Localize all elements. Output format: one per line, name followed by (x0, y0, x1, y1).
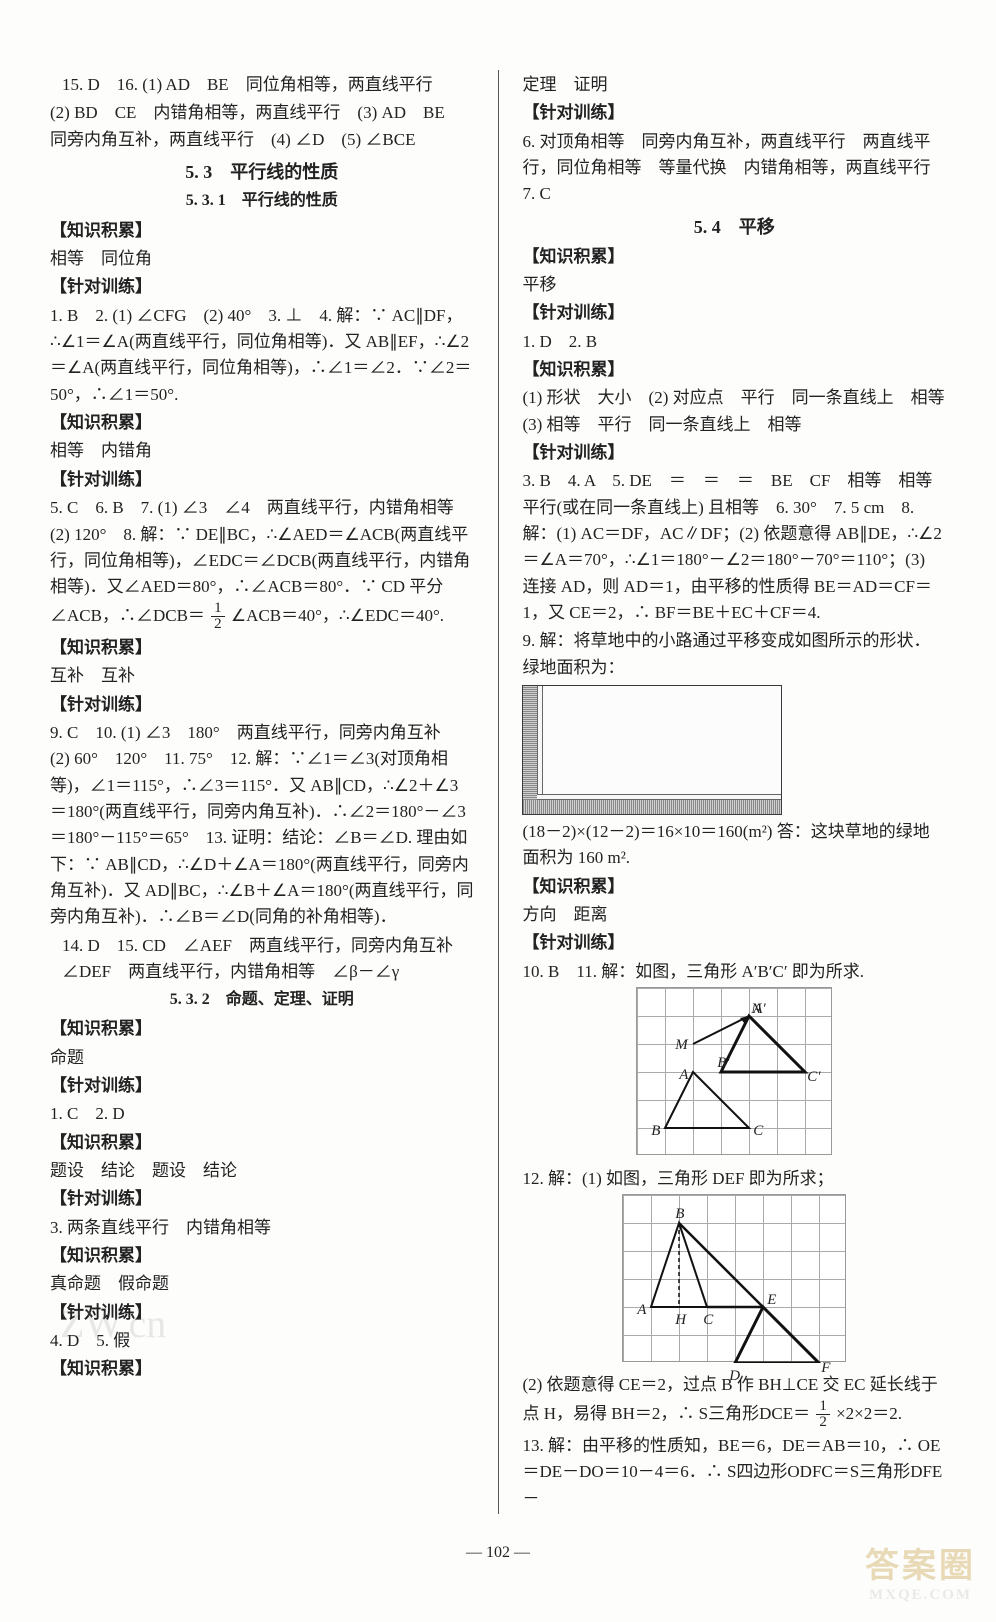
fraction-num: 1 (816, 1399, 830, 1416)
text: 3. B 4. A 5. DE ＝ ＝ ＝ BE CF 相等 相等 平行(或在同… (522, 468, 946, 626)
text: 6. 对顶角相等 同旁内角互补，两直线平行 两直线平行，同位角相等 等量代换 内… (522, 129, 946, 208)
text: 互补 互补 (50, 663, 474, 689)
page-number: — 102 — (50, 1544, 946, 1562)
text: 10. B 11. 解：如图，三角形 A′B′C′ 即为所求. (522, 959, 946, 985)
right-column: 定理 证明 【针对训练】 6. 对顶角相等 同旁内角互补，两直线平行 两直线平行… (522, 70, 946, 1514)
text: 题设 结论 题设 结论 (50, 1158, 474, 1184)
text: 相等 同位角 (50, 246, 474, 272)
watermark-main: 答案圈 (865, 1548, 976, 1585)
figure-triangle-translation-11: ABCA'B'C'MN (636, 987, 832, 1155)
text: 4. D 5. 假 (50, 1328, 474, 1354)
figure-triangle-translation-12: ABCHEDF (622, 1194, 846, 1362)
training-heading: 【针对训练】 (50, 274, 474, 300)
text-part: ∠ACB＝40°，∴∠EDC＝40°. (231, 606, 444, 625)
subsection-title-5-3-1: 5. 3. 1 平行线的性质 (50, 189, 474, 214)
fraction: 1 2 (211, 601, 225, 634)
text: 9. C 10. (1) ∠3 180° 两直线平行，同旁内角互补 (2) 60… (50, 720, 474, 931)
text: (2) BD CE 内错角相等，两直线平行 (3) AD BE 同旁内角互补，两… (50, 100, 474, 153)
path-horizontal (537, 794, 781, 800)
knowledge-heading: 【知识积累】 (50, 1016, 474, 1042)
watermark-right: 答案圈 MXQE.COM (865, 1538, 976, 1604)
training-heading: 【针对训练】 (50, 1300, 474, 1326)
training-heading: 【针对训练】 (522, 440, 946, 466)
knowledge-heading: 【知识积累】 (50, 1130, 474, 1156)
figure-grass-rect (522, 685, 782, 815)
text: 平移 (522, 272, 946, 298)
fraction-den: 2 (816, 1415, 830, 1431)
path-vertical (537, 686, 543, 800)
training-heading: 【针对训练】 (50, 467, 474, 493)
training-heading: 【针对训练】 (522, 100, 946, 126)
training-heading: 【针对训练】 (522, 300, 946, 326)
text: 1. B 2. (1) ∠CFG (2) 40° 3. ⊥ 4. 解：∵ AC∥… (50, 303, 474, 408)
text: 5. C 6. B 7. (1) ∠3 ∠4 两直线平行，内错角相等 (2) 1… (50, 495, 474, 633)
knowledge-heading: 【知识积累】 (50, 1243, 474, 1269)
text-part: ×2×2＝2. (836, 1404, 902, 1423)
text: 13. 解：由平移的性质知，BE＝6，DE＝AB＝10，∴ OE＝DE－DO＝1… (522, 1433, 946, 1512)
grass-strip-bottom (523, 800, 781, 814)
column-divider (498, 70, 499, 1514)
left-column: 15. D 16. (1) AD BE 同位角相等，两直线平行 (2) BD C… (50, 70, 474, 1514)
subsection-title-5-3-2: 5. 3. 2 命题、定理、证明 (50, 988, 474, 1013)
training-heading: 【针对训练】 (50, 692, 474, 718)
fraction: 1 2 (816, 1399, 830, 1432)
section-title-5-4: 5. 4 平移 (522, 214, 946, 242)
text: 3. 两条直线平行 内错角相等 (50, 1215, 474, 1241)
grass-strip-left (523, 686, 537, 814)
watermark-sub: MXQE.COM (865, 1587, 976, 1604)
text: 1. D 2. B (522, 329, 946, 355)
knowledge-heading: 【知识积累】 (50, 1356, 474, 1382)
training-heading: 【针对训练】 (522, 930, 946, 956)
training-heading: 【针对训练】 (50, 1073, 474, 1099)
text: 方向 距离 (522, 902, 946, 928)
fraction-num: 1 (211, 601, 225, 618)
text: (1) 形状 大小 (2) 对应点 平行 同一条直线上 相等 (3) 相等 平行… (522, 385, 946, 438)
text: (18－2)×(12－2)＝16×10＝160(m²) 答：这块草地的绿地面积为… (522, 819, 946, 872)
text: 定理 证明 (522, 72, 946, 98)
training-heading: 【针对训练】 (50, 1186, 474, 1212)
knowledge-heading: 【知识积累】 (50, 218, 474, 244)
knowledge-heading: 【知识积累】 (522, 357, 946, 383)
knowledge-heading: 【知识积累】 (50, 635, 474, 661)
text: 相等 内错角 (50, 438, 474, 464)
text: 14. D 15. CD ∠AEF 两直线平行，同旁内角互补 ∠DEF 两直线平… (50, 933, 474, 986)
text: 12. 解：(1) 如图，三角形 DEF 即为所求； (522, 1166, 946, 1192)
knowledge-heading: 【知识积累】 (50, 410, 474, 436)
section-title-5-3: 5. 3 平行线的性质 (50, 159, 474, 187)
fraction-den: 2 (211, 617, 225, 633)
text: 命题 (50, 1045, 474, 1071)
text: 1. C 2. D (50, 1101, 474, 1127)
text: 真命题 假命题 (50, 1271, 474, 1297)
knowledge-heading: 【知识积累】 (522, 874, 946, 900)
knowledge-heading: 【知识积累】 (522, 244, 946, 270)
text: 15. D 16. (1) AD BE 同位角相等，两直线平行 (50, 72, 474, 98)
text: 9. 解：将草地中的小路通过平移变成如图所示的形状．绿地面积为： (522, 628, 946, 681)
